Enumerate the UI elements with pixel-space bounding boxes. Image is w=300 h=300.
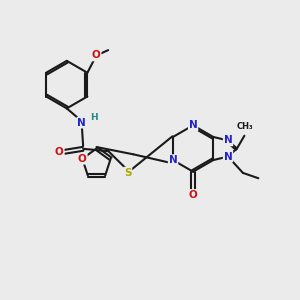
Text: H: H [90,113,98,122]
Text: N: N [77,118,86,128]
Text: O: O [55,147,64,157]
Text: O: O [92,50,101,61]
Text: CH₃: CH₃ [237,122,253,131]
Text: O: O [189,190,197,200]
Text: N: N [224,152,233,161]
Text: S: S [124,168,131,178]
Text: N: N [169,155,177,165]
Text: N: N [224,136,233,146]
Text: N: N [189,120,197,130]
Text: O: O [78,154,87,164]
